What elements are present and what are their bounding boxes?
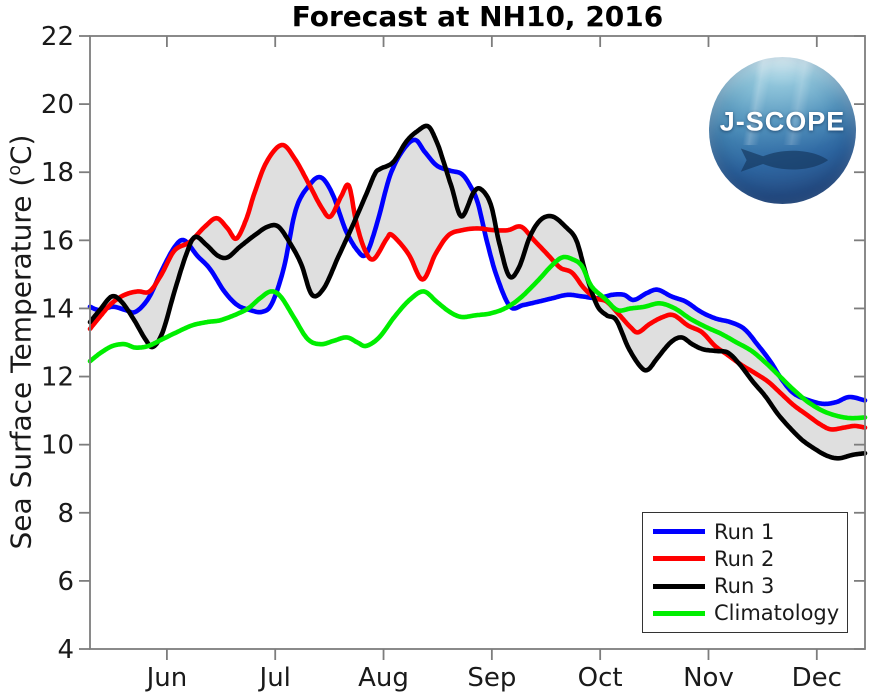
y-axis-label: Sea Surface Temperature (oC) (5, 135, 38, 550)
y-tick-label: 8 (57, 499, 74, 529)
x-tick-label: Dec (792, 663, 842, 693)
y-tick-label: 16 (41, 226, 74, 256)
legend: Run 1 Run 2 Run 3 Climatology (642, 512, 848, 633)
degree-symbol: o (5, 165, 26, 176)
legend-label-run-2: Run 2 (714, 546, 775, 571)
legend-item-run-1: Run 1 (653, 519, 843, 545)
legend-item-run-2: Run 2 (653, 546, 843, 572)
y-tick-label: 10 (41, 431, 74, 461)
x-tick-label: Oct (578, 663, 623, 693)
x-tick-label: Jun (145, 663, 188, 693)
legend-label-climatology: Climatology (714, 601, 840, 626)
series-line-run-1 (87, 137, 868, 407)
y-tick-label: 14 (41, 294, 74, 324)
legend-label-run-1: Run 1 (714, 519, 775, 544)
legend-swatch-run-1 (653, 529, 705, 535)
x-tick-label: Sep (467, 663, 516, 693)
y-tick-label: 22 (41, 22, 74, 52)
y-tick-label: 6 (57, 567, 74, 597)
series-line-run-3 (87, 123, 868, 461)
y-axis-label-text: Sea Surface Temperature ( (4, 175, 38, 550)
y-tick-label: 20 (41, 90, 74, 120)
y-tick-label: 12 (41, 363, 74, 393)
chart-title: Forecast at NH10, 2016 (291, 0, 664, 33)
legend-label-run-3: Run 3 (714, 574, 775, 599)
fish-icon (740, 148, 829, 172)
x-tick-label: Jul (258, 663, 291, 693)
ensemble-envelope (90, 125, 864, 459)
series-line-climatology (87, 254, 868, 421)
x-tick-label: Aug (358, 663, 409, 693)
y-tick-label: 4 (57, 635, 74, 665)
jscope-logo-text: J-SCOPE (719, 106, 846, 137)
axes-box (89, 35, 866, 650)
x-tick-label: Nov (683, 663, 734, 693)
legend-swatch-climatology (653, 610, 705, 616)
legend-item-run-3: Run 3 (653, 573, 843, 599)
y-tick-label: 18 (41, 158, 74, 188)
legend-item-climatology: Climatology (653, 600, 843, 626)
legend-swatch-run-2 (653, 556, 705, 562)
y-axis-label-unit: C) (4, 134, 38, 166)
light-rays (709, 57, 856, 146)
legend-swatch-run-3 (653, 583, 705, 589)
jscope-logo: J-SCOPE (709, 57, 856, 204)
